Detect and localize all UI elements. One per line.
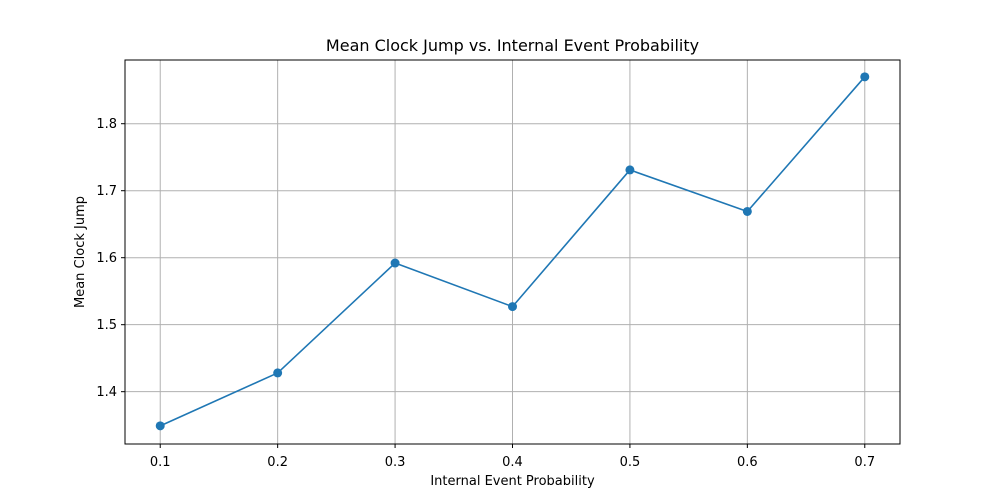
y-tick-label: 1.4: [96, 385, 117, 400]
chart-title: Mean Clock Jump vs. Internal Event Proba…: [326, 36, 699, 55]
x-tick-label: 0.4: [502, 455, 523, 470]
y-axis-ticks: 1.4 1.5 1.6 1.7 1.8: [96, 117, 125, 400]
data-point: [155, 421, 165, 431]
y-tick-label: 1.5: [96, 318, 117, 333]
y-axis-label: Mean Clock Jump: [73, 196, 88, 308]
grid-lines: [125, 60, 900, 444]
data-point: [742, 206, 752, 216]
data-point: [625, 165, 635, 175]
data-point: [390, 258, 400, 268]
data-point: [508, 302, 517, 312]
x-tick-label: 0.1: [150, 455, 171, 470]
y-tick-label: 1.8: [96, 117, 117, 132]
x-axis-ticks: 0.1 0.2 0.3 0.4 0.5 0.6 0.7: [150, 444, 875, 470]
data-point: [860, 72, 870, 82]
series-layer: [155, 72, 870, 431]
y-tick-label: 1.6: [96, 251, 117, 266]
data-point: [273, 368, 283, 378]
x-tick-label: 0.7: [854, 455, 875, 470]
x-tick-label: 0.6: [737, 455, 758, 470]
x-axis-label: Internal Event Probability: [430, 474, 595, 489]
y-tick-label: 1.7: [96, 184, 117, 199]
x-tick-label: 0.2: [267, 455, 288, 470]
x-tick-label: 0.3: [385, 455, 406, 470]
x-tick-label: 0.5: [620, 455, 641, 470]
